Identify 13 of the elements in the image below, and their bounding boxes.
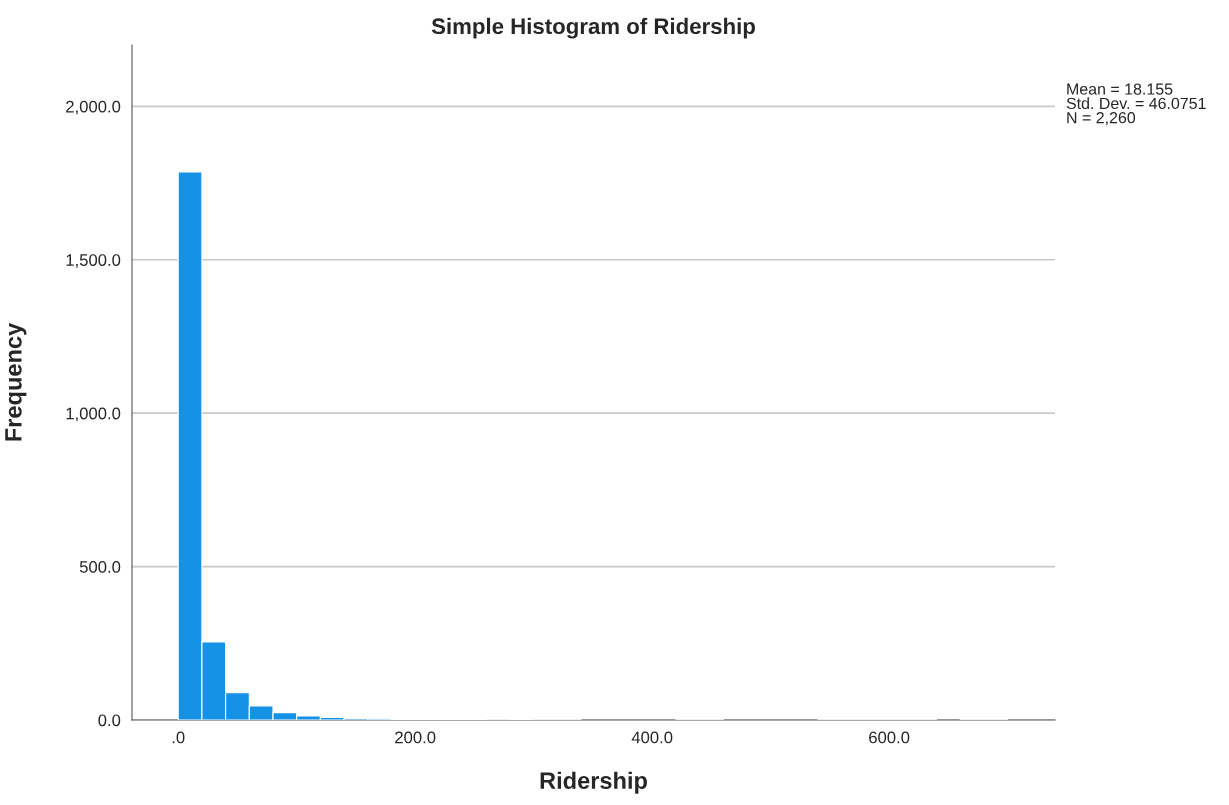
y-tick-label: 0.0 — [98, 714, 121, 727]
text: Mean = 18.155 Std. Dev. = 46.0751 N = 2,260 — [1066, 83, 1206, 126]
x-tick-label: 200.0 — [395, 731, 436, 744]
x-tick-label: 400.0 — [631, 731, 673, 744]
x-axis-title: Ridership — [540, 771, 647, 794]
y-tick-label: 1,500.0 — [66, 254, 121, 268]
y-tick-label: 500.0 — [79, 560, 121, 573]
x-tick-label: 600.0 — [869, 731, 910, 744]
y-axis-title: Frequency — [5, 322, 27, 441]
x-tick-label: .0 — [172, 731, 185, 744]
y-tick-label: 1,000.0 — [66, 407, 121, 422]
y-tick-label: 2,000.0 — [66, 100, 121, 115]
chart-title: Simple Histogram of Ridership — [431, 17, 755, 39]
